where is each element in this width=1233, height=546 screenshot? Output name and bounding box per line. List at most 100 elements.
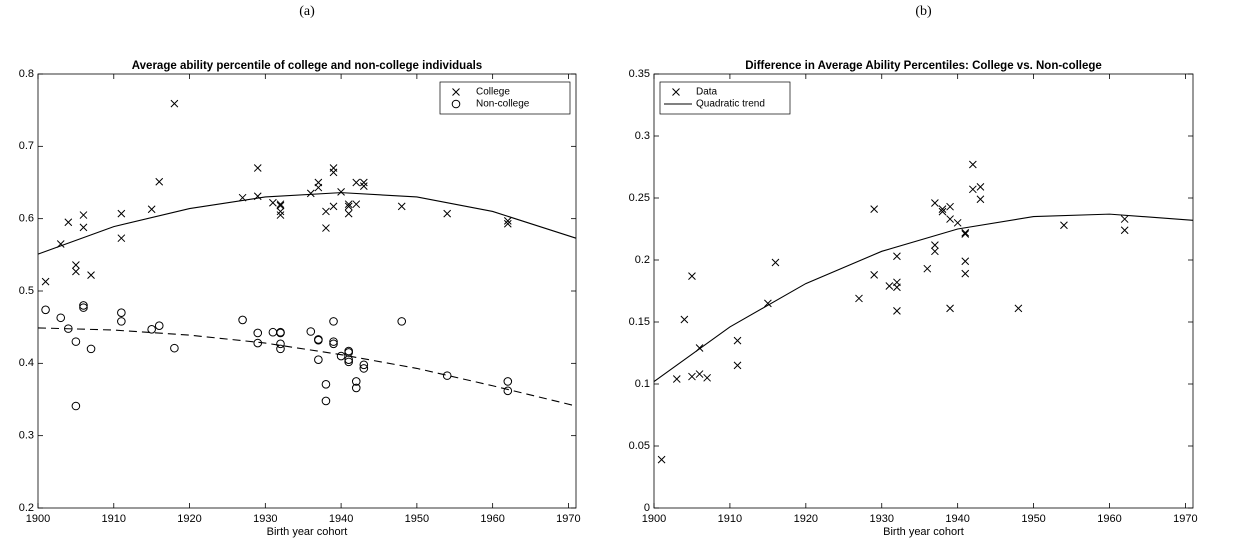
legend-label: Data <box>696 87 718 98</box>
trend-line <box>37 327 577 407</box>
data-point <box>893 306 901 315</box>
x-axis-label: Birth year cohort <box>267 526 348 538</box>
data-point <box>276 201 285 210</box>
data-point <box>329 337 338 346</box>
data-point <box>276 339 285 349</box>
data-point <box>87 271 95 279</box>
y-tick-label: 0.35 <box>629 68 650 80</box>
x-tick-label: 1960 <box>480 513 504 525</box>
data-point <box>117 209 126 218</box>
x-tick-label: 1930 <box>870 513 894 525</box>
legend-box <box>439 81 571 115</box>
data-point <box>443 209 452 218</box>
data-point <box>351 383 361 393</box>
data-point <box>397 202 406 211</box>
legend-label: Quadratic trend <box>696 99 765 110</box>
data-point <box>657 455 666 464</box>
y-tick-label: 0.1 <box>635 378 650 390</box>
data-point <box>170 99 179 108</box>
data-point <box>117 308 126 318</box>
data-point <box>703 373 711 382</box>
y-tick-label: 0.3 <box>635 130 650 142</box>
data-point <box>314 335 323 345</box>
data-point <box>885 282 894 290</box>
x-tick-label: 1910 <box>102 513 126 525</box>
data-point <box>1060 221 1068 230</box>
data-point <box>79 301 88 310</box>
data-point <box>946 304 954 313</box>
data-point <box>870 205 879 214</box>
data-point <box>238 315 247 325</box>
data-point <box>306 327 316 336</box>
data-point <box>1120 215 1129 223</box>
data-point <box>953 218 962 227</box>
data-point <box>961 230 970 238</box>
data-point <box>968 185 977 194</box>
data-point <box>344 200 353 209</box>
y-tick-label: 0.25 <box>629 192 650 204</box>
data-point <box>946 215 954 223</box>
data-point <box>56 313 66 323</box>
data-point <box>337 188 345 196</box>
data-point <box>329 317 338 326</box>
x-tick-label: 1950 <box>1021 513 1045 525</box>
legend-label: College <box>476 87 510 98</box>
plot-frame <box>653 73 1194 509</box>
data-point <box>352 200 361 209</box>
data-point <box>79 223 88 232</box>
data-point <box>147 205 156 214</box>
data-point <box>321 380 331 389</box>
data-point <box>359 364 369 373</box>
data-point <box>672 375 681 383</box>
data-point <box>352 178 361 187</box>
data-point <box>893 283 901 292</box>
y-tick-label: 0.2 <box>19 502 34 514</box>
data-point <box>503 386 513 396</box>
y-tick-label: 0.5 <box>19 285 34 297</box>
data-point <box>117 234 126 243</box>
data-point <box>931 247 939 256</box>
y-tick-label: 0.8 <box>19 68 34 80</box>
data-point <box>397 317 407 326</box>
x-tick-label: 1930 <box>253 513 277 525</box>
data-point <box>503 377 513 386</box>
data-point <box>314 355 323 365</box>
data-point <box>268 327 278 337</box>
panel-label: (a) <box>299 4 315 19</box>
x-tick-label: 1900 <box>26 513 50 525</box>
data-point <box>961 257 970 266</box>
legend-marker <box>452 88 460 96</box>
y-tick-label: 0.15 <box>629 316 650 328</box>
data-point <box>276 200 285 209</box>
data-point <box>117 317 126 326</box>
data-point <box>86 344 96 354</box>
y-tick-label: 0 <box>644 502 650 514</box>
data-point <box>931 241 939 249</box>
data-point <box>322 224 330 232</box>
chart-title: Average ability percentile of college an… <box>132 60 482 72</box>
data-point <box>321 396 331 406</box>
plot-frame <box>37 73 577 509</box>
x-tick-label: 1970 <box>556 513 580 525</box>
data-point <box>976 195 985 204</box>
y-tick-label: 0.6 <box>19 213 34 225</box>
data-point <box>253 328 263 338</box>
trend-line <box>653 213 1194 382</box>
data-point <box>344 357 353 367</box>
data-point <box>329 202 338 211</box>
data-point <box>503 219 512 228</box>
data-point <box>64 218 73 227</box>
data-point <box>351 377 361 386</box>
data-point <box>314 183 323 192</box>
data-point <box>276 211 285 219</box>
data-point <box>688 372 696 381</box>
x-tick-label: 1940 <box>945 513 969 525</box>
data-point <box>733 361 742 370</box>
data-point <box>306 189 315 198</box>
y-tick-label: 0.3 <box>19 430 34 442</box>
x-tick-label: 1920 <box>177 513 201 525</box>
data-point <box>170 343 179 353</box>
data-point <box>870 271 879 279</box>
data-point <box>155 177 164 186</box>
data-point <box>269 198 277 207</box>
